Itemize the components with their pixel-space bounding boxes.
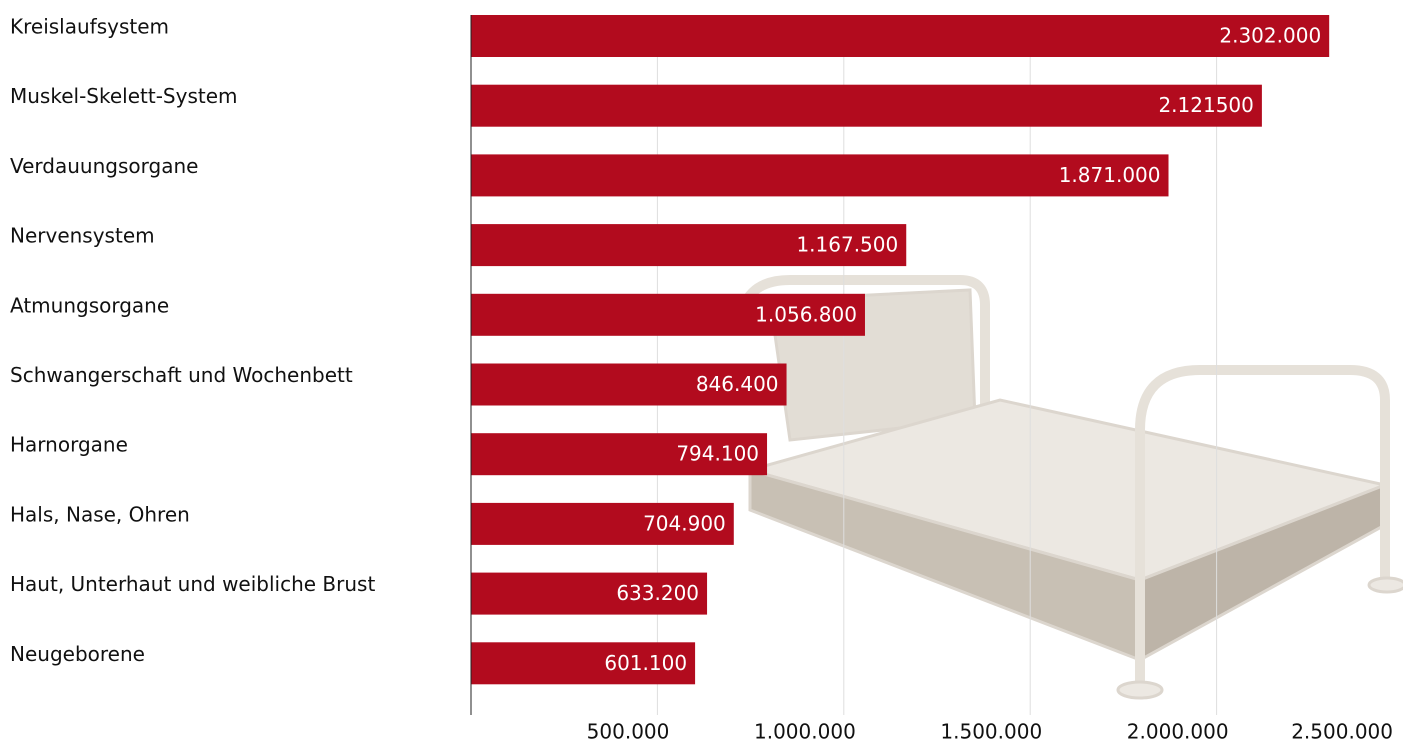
x-tick-label: 500.000 <box>587 720 670 744</box>
chart: 2.302.000 2.121500 1.871.000 1.167.500 1.056… <box>0 0 1403 745</box>
category-label: Verdauungsorgane <box>10 154 198 178</box>
category-label: Atmungsorgane <box>10 293 169 317</box>
x-tick-label: 2.000.000 <box>1127 720 1229 744</box>
value-label: 794.100 <box>676 442 759 466</box>
value-label: 704.900 <box>643 511 726 535</box>
value-label: 846.400 <box>696 372 779 396</box>
category-label: Hals, Nase, Ohren <box>10 502 190 526</box>
x-tick-label: 1.000.000 <box>754 720 856 744</box>
value-label: 1.056.800 <box>755 302 857 326</box>
x-tick-label: 2.500.000 <box>1291 720 1393 744</box>
category-label: Harnorgane <box>10 433 128 457</box>
value-label: 2.121500 <box>1158 93 1253 117</box>
value-label: 1.167.500 <box>796 233 898 257</box>
category-label: Kreislaufsystem <box>10 15 169 39</box>
value-label: 633.200 <box>616 581 699 605</box>
category-label: Nervensystem <box>10 224 155 248</box>
category-label: Neugeborene <box>10 642 145 666</box>
bed-illustration <box>740 280 1403 698</box>
category-label: Haut, Unterhaut und weibliche Brust <box>10 572 375 596</box>
value-label: 601.100 <box>604 651 687 675</box>
bar <box>471 85 1262 127</box>
bar <box>471 15 1329 57</box>
category-label: Schwangerschaft und Wochenbett <box>10 363 353 387</box>
value-label: 2.302.000 <box>1219 24 1321 48</box>
value-label: 1.871.000 <box>1059 163 1161 187</box>
x-tick-label: 1.500.000 <box>940 720 1042 744</box>
category-label: Muskel-Skelett-System <box>10 84 238 108</box>
